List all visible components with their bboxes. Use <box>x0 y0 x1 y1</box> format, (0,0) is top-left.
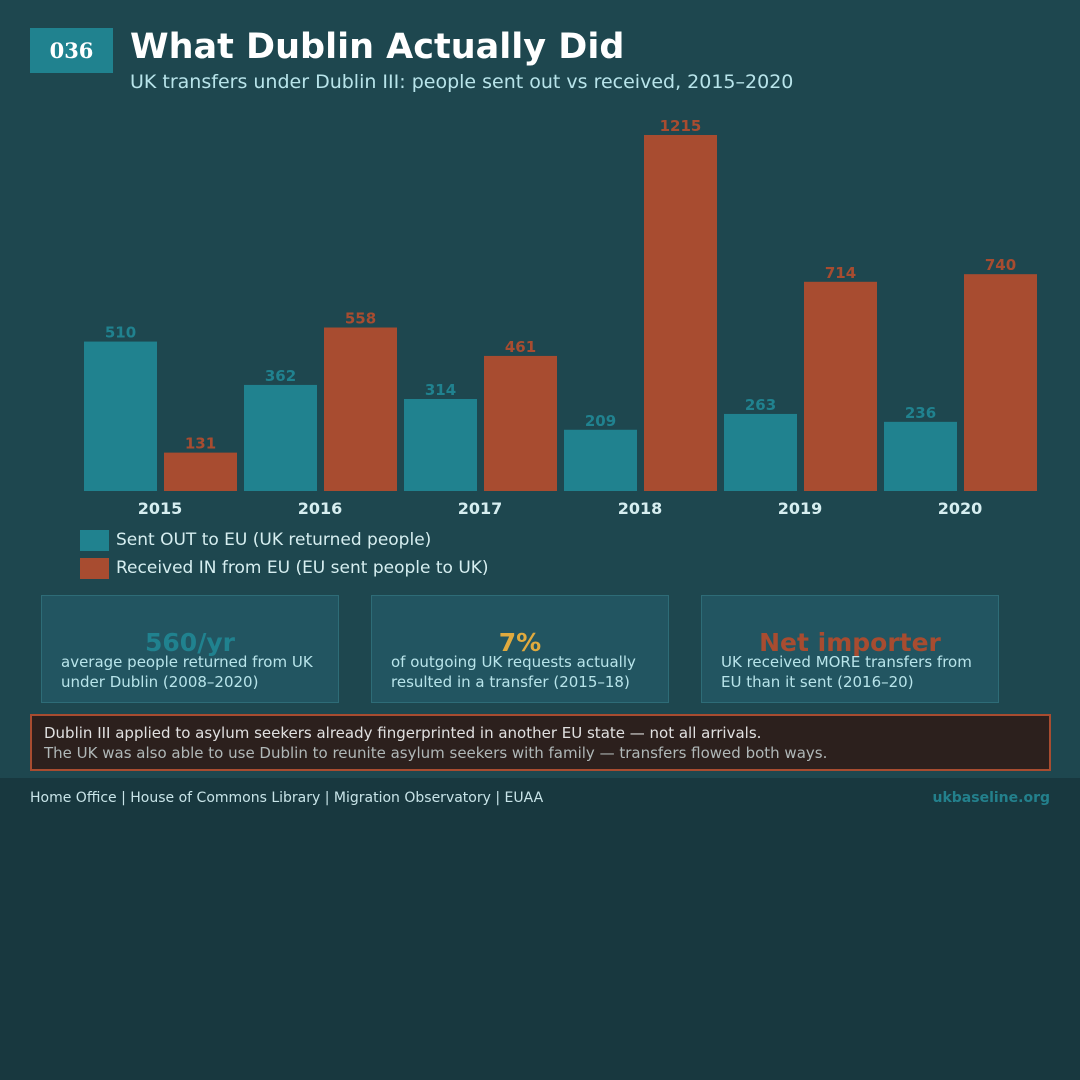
chart-legend: Sent OUT to EU (UK returned people) Rece… <box>80 526 489 582</box>
sources-text: Home Office | House of Commons Library |… <box>30 790 544 806</box>
data-label-sent-2018: 209 <box>585 412 616 430</box>
bar-sent-2017 <box>404 398 477 491</box>
bar-received-2015 <box>164 452 237 491</box>
legend-swatch-sent <box>80 529 109 551</box>
bar-sent-2015 <box>84 341 157 491</box>
data-label-received-2019: 714 <box>825 264 856 282</box>
legend-item-received: Received IN from EU (EU sent people to U… <box>80 554 489 582</box>
stat-card-net-importer: Net importer UK received MORE transfers … <box>701 595 999 703</box>
data-label-sent-2016: 362 <box>265 367 296 385</box>
data-label-received-2020: 740 <box>985 256 1016 274</box>
x-tick-label-2016: 2016 <box>298 499 343 518</box>
data-label-received-2018: 1215 <box>660 117 702 135</box>
bar-sent-2016 <box>244 384 317 491</box>
legend-label-sent: Sent OUT to EU (UK returned people) <box>116 530 432 550</box>
stat-description: average people returned from UK under Du… <box>61 653 313 691</box>
data-label-received-2016: 558 <box>345 310 376 328</box>
bar-chart: 510 131 2015 362 558 2016 314 461 2017 209 1215 201… <box>84 117 1037 518</box>
context-note: Dublin III applied to asylum seekers alr… <box>30 714 1051 771</box>
stat-value: 7% <box>498 628 542 657</box>
data-label-received-2017: 461 <box>505 338 536 356</box>
data-label-sent-2017: 314 <box>425 381 456 399</box>
page-subtitle: UK transfers under Dublin III: people se… <box>130 71 794 93</box>
note-line-2: The UK was also able to use Dublin to re… <box>44 744 828 762</box>
page-title: What Dublin Actually Did <box>130 27 625 67</box>
x-tick-label-2018: 2018 <box>618 499 663 518</box>
stat-description: UK received MORE transfers from EU than … <box>721 653 972 691</box>
bar-received-2020 <box>964 274 1037 491</box>
x-tick-label-2020: 2020 <box>938 499 983 518</box>
stat-card-transfer-rate: 7% of outgoing UK requests actually resu… <box>371 595 669 703</box>
issue-number-badge: 036 <box>30 28 113 73</box>
data-label-sent-2015: 510 <box>105 324 136 342</box>
legend-label-received: Received IN from EU (EU sent people to U… <box>116 558 489 578</box>
bar-received-2017 <box>484 355 557 491</box>
x-tick-label-2019: 2019 <box>778 499 823 518</box>
bar-received-2019 <box>804 281 877 491</box>
x-tick-label-2017: 2017 <box>458 499 503 518</box>
stat-description: of outgoing UK requests actually resulte… <box>391 653 636 691</box>
bar-received-2018 <box>644 135 717 491</box>
data-label-received-2015: 131 <box>185 435 216 453</box>
legend-swatch-received <box>80 557 109 579</box>
bar-sent-2019 <box>724 413 797 491</box>
stat-card-average-returned: 560/yr average people returned from UK u… <box>41 595 339 703</box>
bar-sent-2020 <box>884 421 957 491</box>
stat-value: Net importer <box>759 628 941 657</box>
data-label-sent-2020: 236 <box>905 404 936 422</box>
note-line-1: Dublin III applied to asylum seekers alr… <box>44 724 762 742</box>
bar-received-2016 <box>324 327 397 491</box>
data-label-sent-2019: 263 <box>745 396 776 414</box>
legend-item-sent: Sent OUT to EU (UK returned people) <box>80 526 489 554</box>
stat-value: 560/yr <box>145 628 235 657</box>
bar-sent-2018 <box>564 429 637 491</box>
x-tick-label-2015: 2015 <box>138 499 183 518</box>
footer-background <box>0 778 1080 1080</box>
site-link[interactable]: ukbaseline.org <box>932 790 1051 806</box>
